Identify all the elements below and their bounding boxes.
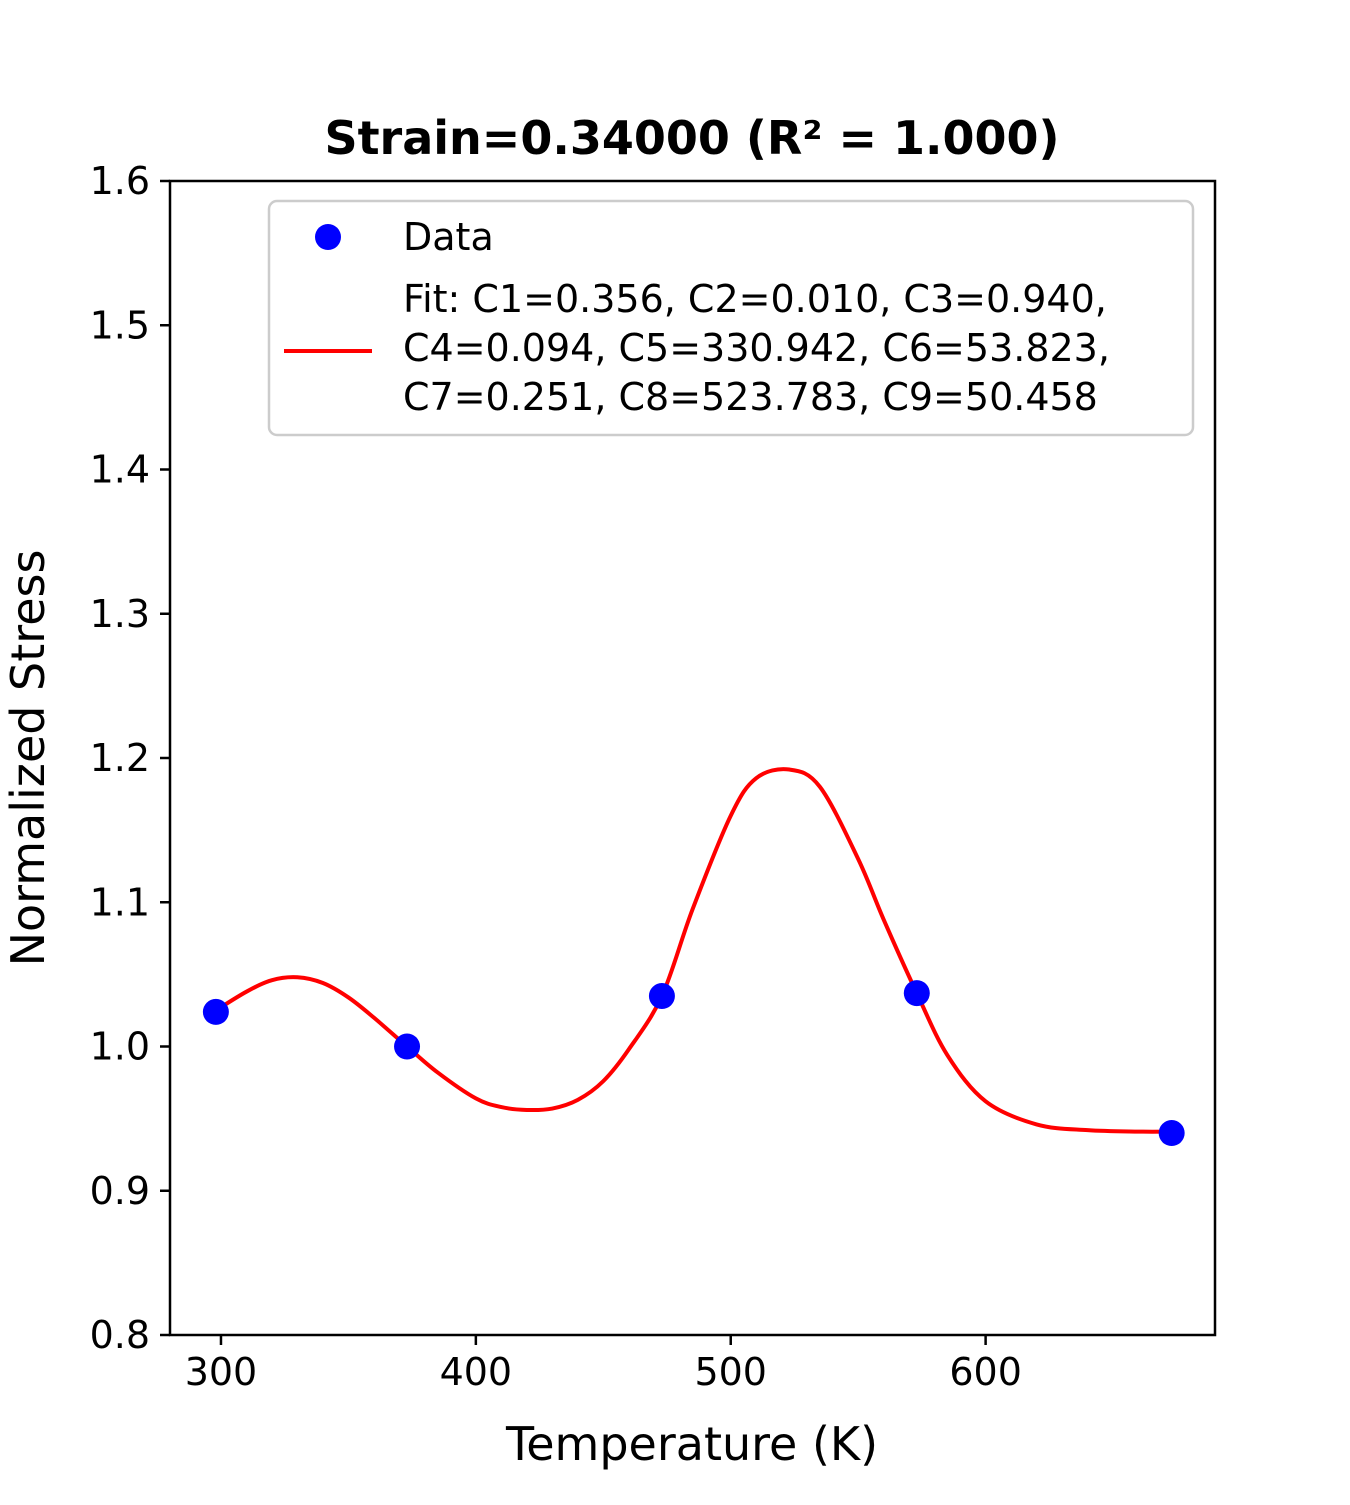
- y-axis: 0.8 0.9 1.0 1.1 1.2 1.3 1.4 1.5 1.6: [90, 159, 170, 1357]
- x-tick-label: 400: [440, 1350, 513, 1394]
- plot-area: [202, 767, 1185, 1147]
- legend-fit-label-line-2: C4=0.094, C5=330.942, C6=53.823,: [403, 326, 1110, 370]
- legend-fit-label-line-1: Fit: C1=0.356, C2=0.010, C3=0.940,: [403, 277, 1107, 321]
- y-tick-label: 0.8: [90, 1313, 150, 1357]
- y-tick-label: 1.2: [90, 736, 150, 780]
- chart-title: Strain=0.34000 (R² = 1.000): [324, 111, 1059, 165]
- x-axis: 300 400 500 600: [185, 1335, 1022, 1394]
- y-tick-label: 1.0: [90, 1025, 150, 1069]
- y-axis-label: Normalized Stress: [1, 550, 55, 967]
- x-tick-label: 300: [185, 1350, 258, 1394]
- legend-fit-label-line-3: C7=0.251, C8=523.783, C9=50.458: [403, 375, 1098, 419]
- data-point: [903, 980, 930, 1007]
- x-tick-label: 600: [949, 1350, 1022, 1394]
- x-tick-label: 500: [694, 1350, 767, 1394]
- y-tick-label: 1.1: [90, 880, 150, 924]
- data-point: [1158, 1120, 1185, 1147]
- data-point: [394, 1033, 421, 1060]
- y-tick-label: 0.9: [90, 1169, 150, 1213]
- y-tick-label: 1.5: [90, 303, 150, 347]
- fit-line: [213, 767, 1174, 1134]
- y-tick-label: 1.3: [90, 592, 150, 636]
- x-axis-label: Temperature (K): [505, 1417, 878, 1471]
- legend: Data Fit: C1=0.356, C2=0.010, C3=0.940, …: [267, 199, 1195, 437]
- legend-data-marker: [315, 224, 341, 250]
- y-tick-label: 1.4: [90, 448, 150, 492]
- data-point: [202, 998, 229, 1025]
- data-point: [648, 983, 675, 1010]
- y-tick-label: 1.6: [90, 159, 150, 203]
- legend-data-label: Data: [403, 215, 494, 259]
- legend-box: [267, 199, 1195, 437]
